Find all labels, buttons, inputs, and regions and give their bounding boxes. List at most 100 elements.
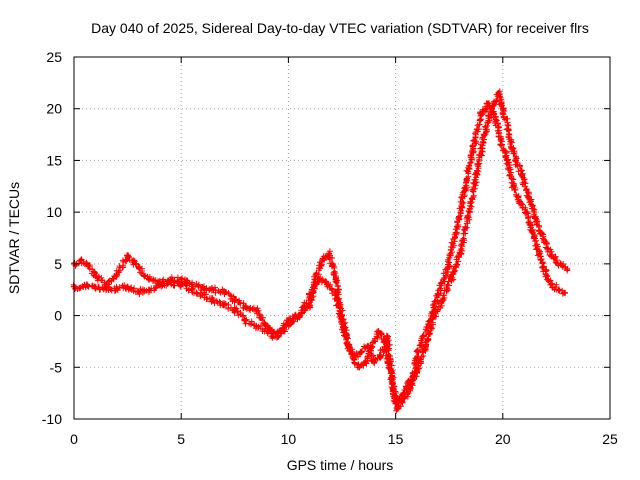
- data-point: [92, 285, 99, 292]
- y-tick-label: 0: [54, 308, 62, 324]
- y-axis-label: SDTVAR / TECUs: [6, 182, 22, 294]
- data-point: [484, 100, 491, 107]
- data-point: [482, 126, 489, 133]
- data-point: [231, 307, 238, 314]
- series-band-b: [70, 88, 571, 407]
- data-point: [124, 252, 131, 259]
- x-tick-label: 20: [495, 431, 511, 447]
- data-point: [124, 283, 131, 290]
- data-point: [431, 312, 438, 319]
- data-point: [495, 90, 502, 97]
- y-tick-label: -5: [50, 359, 63, 375]
- data-point: [497, 136, 504, 143]
- data-point: [557, 260, 564, 267]
- data-point: [332, 276, 339, 283]
- y-tick-label: 5: [54, 256, 62, 272]
- data-point: [349, 353, 356, 360]
- data-point: [461, 188, 468, 195]
- data-point: [77, 257, 84, 264]
- data-point: [444, 266, 451, 273]
- y-tick-label: 20: [46, 101, 62, 117]
- data-point: [83, 260, 90, 267]
- data-point: [538, 229, 545, 236]
- data-point: [369, 343, 376, 350]
- data-point: [103, 286, 110, 293]
- data-point: [414, 369, 421, 376]
- data-point: [478, 110, 485, 117]
- data-point: [263, 328, 270, 335]
- data-point: [525, 193, 532, 200]
- data-point: [306, 302, 313, 309]
- data-point: [519, 172, 526, 179]
- y-tick-label: -10: [42, 411, 62, 427]
- data-point: [326, 250, 333, 257]
- data-point: [167, 279, 174, 286]
- data-point: [506, 131, 513, 138]
- data-point: [77, 284, 84, 291]
- data-point: [319, 255, 326, 262]
- data-point: [178, 281, 185, 288]
- data-point: [313, 271, 320, 278]
- data-point: [315, 276, 322, 283]
- data-point: [135, 263, 142, 270]
- data-point: [542, 271, 549, 278]
- data-point: [489, 105, 496, 112]
- data-point: [113, 285, 120, 292]
- data-point: [469, 147, 476, 154]
- data-point: [399, 395, 406, 402]
- data-point: [531, 214, 538, 221]
- data-point: [523, 209, 530, 216]
- data-point: [504, 157, 511, 164]
- data-point: [210, 286, 217, 293]
- data-point: [377, 353, 384, 360]
- data-point: [529, 229, 536, 236]
- data-point: [253, 322, 260, 329]
- y-tick-label: 25: [46, 49, 62, 65]
- data-point: [253, 307, 260, 314]
- data-point: [221, 288, 228, 295]
- data-point: [381, 338, 388, 345]
- data-point: [135, 288, 142, 295]
- data-point: [384, 333, 391, 340]
- data-point: [394, 405, 401, 412]
- data-point: [274, 333, 281, 340]
- data-point: [356, 364, 363, 371]
- data-point: [512, 157, 519, 164]
- y-tick-label: 10: [46, 204, 62, 220]
- axis-ticks: 0 5 10 15 20 25 -10 -5 0 5 10 15 20 25: [42, 49, 618, 447]
- data-point: [210, 297, 217, 304]
- data-point: [156, 281, 163, 288]
- data-point: [92, 273, 99, 280]
- data-point: [296, 312, 303, 319]
- y-tick-label: 15: [46, 152, 62, 168]
- data-point: [510, 183, 517, 190]
- x-tick-label: 25: [602, 431, 618, 447]
- data-point: [103, 281, 110, 288]
- data-point: [452, 229, 459, 236]
- data-point: [549, 281, 556, 288]
- data-series: [70, 88, 571, 414]
- data-point: [231, 297, 238, 304]
- data-point: [435, 291, 442, 298]
- data-point: [188, 286, 195, 293]
- data-point: [341, 328, 348, 335]
- data-point: [199, 284, 206, 291]
- data-point: [199, 291, 206, 298]
- data-point: [456, 250, 463, 257]
- data-point: [555, 286, 562, 293]
- data-point: [371, 359, 378, 366]
- data-point: [306, 291, 313, 298]
- x-tick-label: 0: [70, 431, 78, 447]
- x-tick-label: 10: [281, 431, 297, 447]
- data-point: [146, 286, 153, 293]
- data-point: [536, 250, 543, 257]
- plot-frame: [73, 56, 611, 420]
- data-point: [474, 167, 481, 174]
- data-point: [499, 105, 506, 112]
- x-tick-label: 5: [177, 431, 185, 447]
- data-point: [544, 245, 551, 252]
- data-point: [375, 328, 382, 335]
- data-point: [405, 379, 412, 386]
- data-point: [465, 214, 472, 221]
